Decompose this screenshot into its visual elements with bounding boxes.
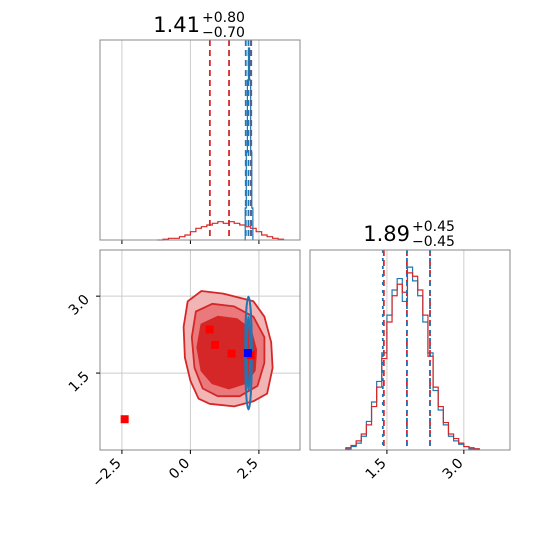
red-marker <box>205 325 214 334</box>
joint-distribution-panel: −2.5 0.0 2.5 1.5 3.0 <box>66 249 301 491</box>
x-tick-label: 2.5 <box>235 456 262 483</box>
blue-marker <box>243 349 252 358</box>
p1-histogram-panel <box>99 39 301 244</box>
red-marker <box>227 349 236 358</box>
y-tick-label: 1.5 <box>66 369 93 396</box>
x-tick-label: 3.0 <box>440 456 467 483</box>
panel-frame <box>99 39 301 241</box>
red-marker <box>211 340 220 349</box>
p1-title-minus: −0.70 <box>202 25 245 41</box>
p2-title-plus: +0.45 <box>412 219 455 235</box>
p2-histogram-panel: 1.5 3.0 <box>309 249 511 483</box>
p2-title-minus: −0.45 <box>412 234 455 250</box>
panel-frame <box>309 249 511 451</box>
x-tick-label: −2.5 <box>89 456 124 491</box>
red-histogram <box>345 272 480 450</box>
x-tick-label: 1.5 <box>363 456 390 483</box>
p1-title-value: 1.41 <box>153 13 200 37</box>
panel-frame <box>99 249 301 451</box>
x-tick-label: 0.0 <box>166 456 193 483</box>
red-marker <box>120 415 129 424</box>
p2-title-value: 1.89 <box>363 222 410 246</box>
blue-histogram <box>345 266 480 450</box>
p1-title-plus: +0.80 <box>202 10 245 26</box>
y-tick-label: 3.0 <box>66 292 93 319</box>
red-histogram <box>157 221 285 241</box>
